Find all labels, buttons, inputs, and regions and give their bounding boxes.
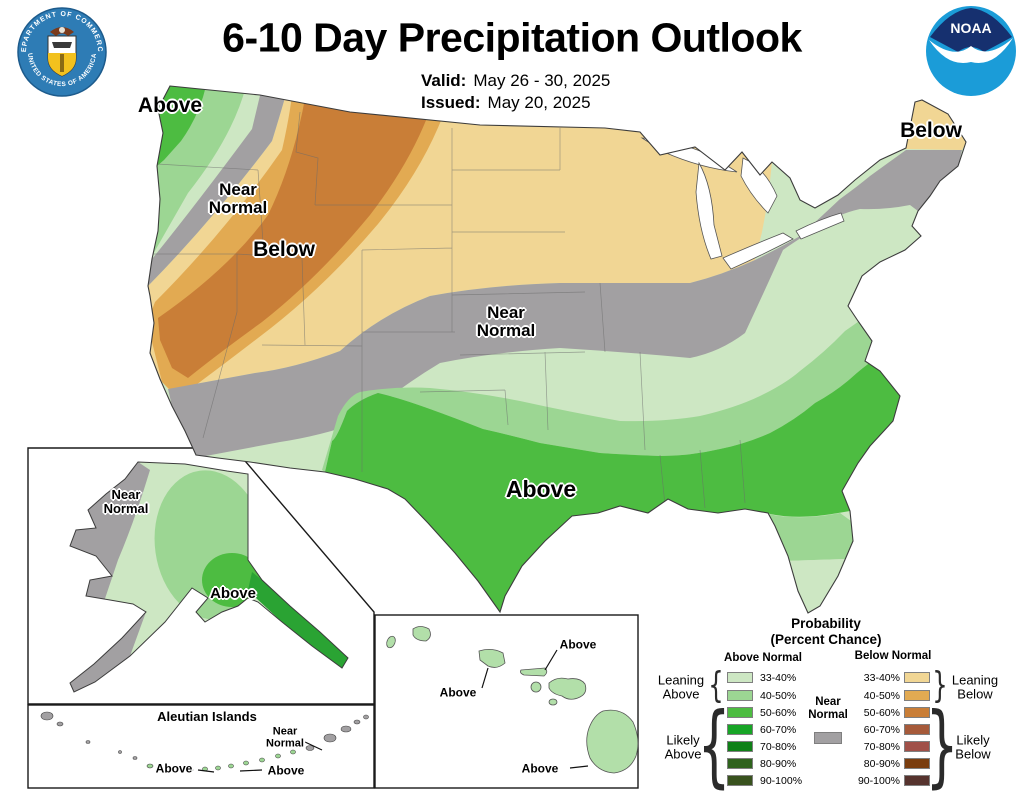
noaa-logo: NOAA: [926, 6, 1016, 96]
issue-block: Valid: May 26 - 30, 2025 Issued: May 20, 2…: [421, 70, 610, 114]
legend-range-above-50-60: 50-60%: [760, 707, 797, 719]
legend-likely-below-label: Likely Below: [955, 732, 991, 761]
label-northwest-above: Above: [137, 93, 203, 117]
legend-swatch-below-70-80: [904, 741, 930, 752]
valid-value: May 26 - 30, 2025: [473, 71, 611, 90]
valid-label: Valid:: [421, 71, 467, 90]
legend-range-above-90-100: 90-100%: [760, 775, 803, 787]
legend-swatch-above-60-70: [727, 724, 753, 735]
issued-line: Issued: May 20, 2025: [421, 92, 610, 114]
legend-swatch-above-90-100: [727, 775, 753, 786]
legend-likely-above-label: Likely Above: [664, 732, 702, 761]
legend-range-above-60-70: 60-70%: [760, 724, 797, 736]
legend: Probability (Percent Chance) Above Norma…: [648, 614, 1024, 791]
noaa-seagull-icon: [929, 38, 1013, 64]
legend-swatch-below-90-100: [904, 775, 930, 786]
alaska-panhandle-above: [248, 572, 348, 668]
legend-leaning-below-label: Leaning Below: [951, 672, 999, 701]
aleutian-inset-box: [27, 704, 375, 789]
label-alaska-above: Above: [210, 585, 256, 603]
region-near-normal-west: [148, 87, 288, 286]
legend-range-below-33-40: 33-40%: [863, 672, 900, 684]
legend-range-above-33-40: 33-40%: [760, 672, 797, 684]
legend-range-above-70-80: 70-80%: [760, 741, 797, 753]
label-hawaii-above-north: Above: [559, 637, 597, 652]
legend-brace-likely-below: }: [925, 692, 959, 791]
legend-below-header: Below Normal: [854, 650, 932, 662]
legend-above-header: Above Normal: [724, 652, 802, 664]
legend-swatch-below-40-50: [904, 690, 930, 701]
alaska-above-50-60: [202, 553, 262, 607]
label-aleutian-above-west: Above: [155, 761, 193, 776]
legend-swatch-above-40-50: [727, 690, 753, 701]
legend-brace-leaning-above: {: [708, 665, 724, 706]
region-above-40-50-florida: [768, 513, 853, 561]
label-northeast-below: Below: [900, 118, 962, 142]
valid-line: Valid: May 26 - 30, 2025: [421, 70, 610, 92]
legend-swatch-below-50-60: [904, 707, 930, 718]
doc-shield-icon: [47, 35, 77, 77]
aleutian-islands-map: [40, 711, 369, 773]
noaa-acronym-text: NOAA: [950, 20, 991, 36]
legend-swatch-above-80-90: [727, 758, 753, 769]
hawaii-map: [386, 626, 639, 774]
aleutian-inset-title: Aleutian Islands: [157, 709, 257, 725]
legend-leaning-above-label: Leaning Above: [657, 672, 705, 701]
label-hawaii-above-west: Above: [439, 685, 477, 700]
legend-range-below-70-80: 70-80%: [863, 741, 900, 753]
doc-eagle-icon: [50, 27, 74, 36]
issued-label: Issued:: [421, 93, 481, 112]
label-hawaii-above-south: Above: [521, 761, 559, 776]
region-above-33-40-florida: [783, 559, 845, 613]
legend-range-below-50-60: 50-60%: [863, 707, 900, 719]
legend-range-below-40-50: 40-50%: [863, 690, 900, 702]
label-central-near-normal: Near Normal: [476, 302, 536, 340]
legend-brace-leaning-below: }: [932, 665, 948, 706]
legend-swatch-below-60-70: [904, 724, 930, 735]
label-aleutian-above-east: Above: [267, 763, 305, 778]
alaska-near-normal-fringe: [70, 462, 150, 692]
page-title: 6-10 Day Precipitation Outlook: [222, 14, 802, 61]
legend-swatch-above-50-60: [727, 707, 753, 718]
label-south-above: Above: [505, 475, 577, 502]
legend-swatch-below-33-40: [904, 672, 930, 683]
label-aleutian-near-normal: Near Normal: [266, 725, 304, 749]
legend-near-normal-label: Near Normal: [808, 696, 848, 721]
region-above-40-50-south: [322, 282, 896, 472]
legend-range-below-90-100: 90-100%: [857, 775, 900, 787]
aleutian-pointer-lines: [197, 741, 323, 773]
legend-swatch-near-normal: [814, 732, 842, 744]
region-below-maine: [906, 100, 966, 150]
department-of-commerce-seal: DEPARTMENT OF COMMERCE UNITED STATES OF …: [16, 6, 107, 97]
legend-swatch-above-33-40: [727, 672, 753, 683]
legend-range-above-40-50: 40-50%: [760, 690, 797, 702]
label-northwest-near-normal: Near Normal: [208, 179, 268, 217]
region-near-normal-central: [168, 150, 962, 458]
legend-swatch-above-70-80: [727, 741, 753, 752]
state-borders: [150, 111, 746, 509]
label-alaska-near-normal: Near Normal: [103, 487, 149, 516]
region-above-50-60-northwest: [157, 86, 206, 166]
conus-coastline: [147, 85, 967, 614]
legend-range-above-80-90: 80-90%: [760, 758, 797, 770]
legend-range-below-80-90: 80-90%: [863, 758, 900, 770]
region-below-50-60: [158, 87, 437, 378]
legend-title: Probability (Percent Chance): [770, 616, 882, 648]
label-west-below: Below: [253, 237, 315, 261]
legend-range-below-60-70: 60-70%: [863, 724, 900, 736]
legend-brace-likely-above: {: [697, 692, 731, 791]
issued-value: May 20, 2025: [487, 93, 591, 112]
legend-swatch-below-80-90: [904, 758, 930, 769]
alaska-coastline: [69, 461, 349, 693]
region-above-50-60-south: [325, 359, 900, 612]
hawaii-pointer-lines: [481, 649, 589, 769]
